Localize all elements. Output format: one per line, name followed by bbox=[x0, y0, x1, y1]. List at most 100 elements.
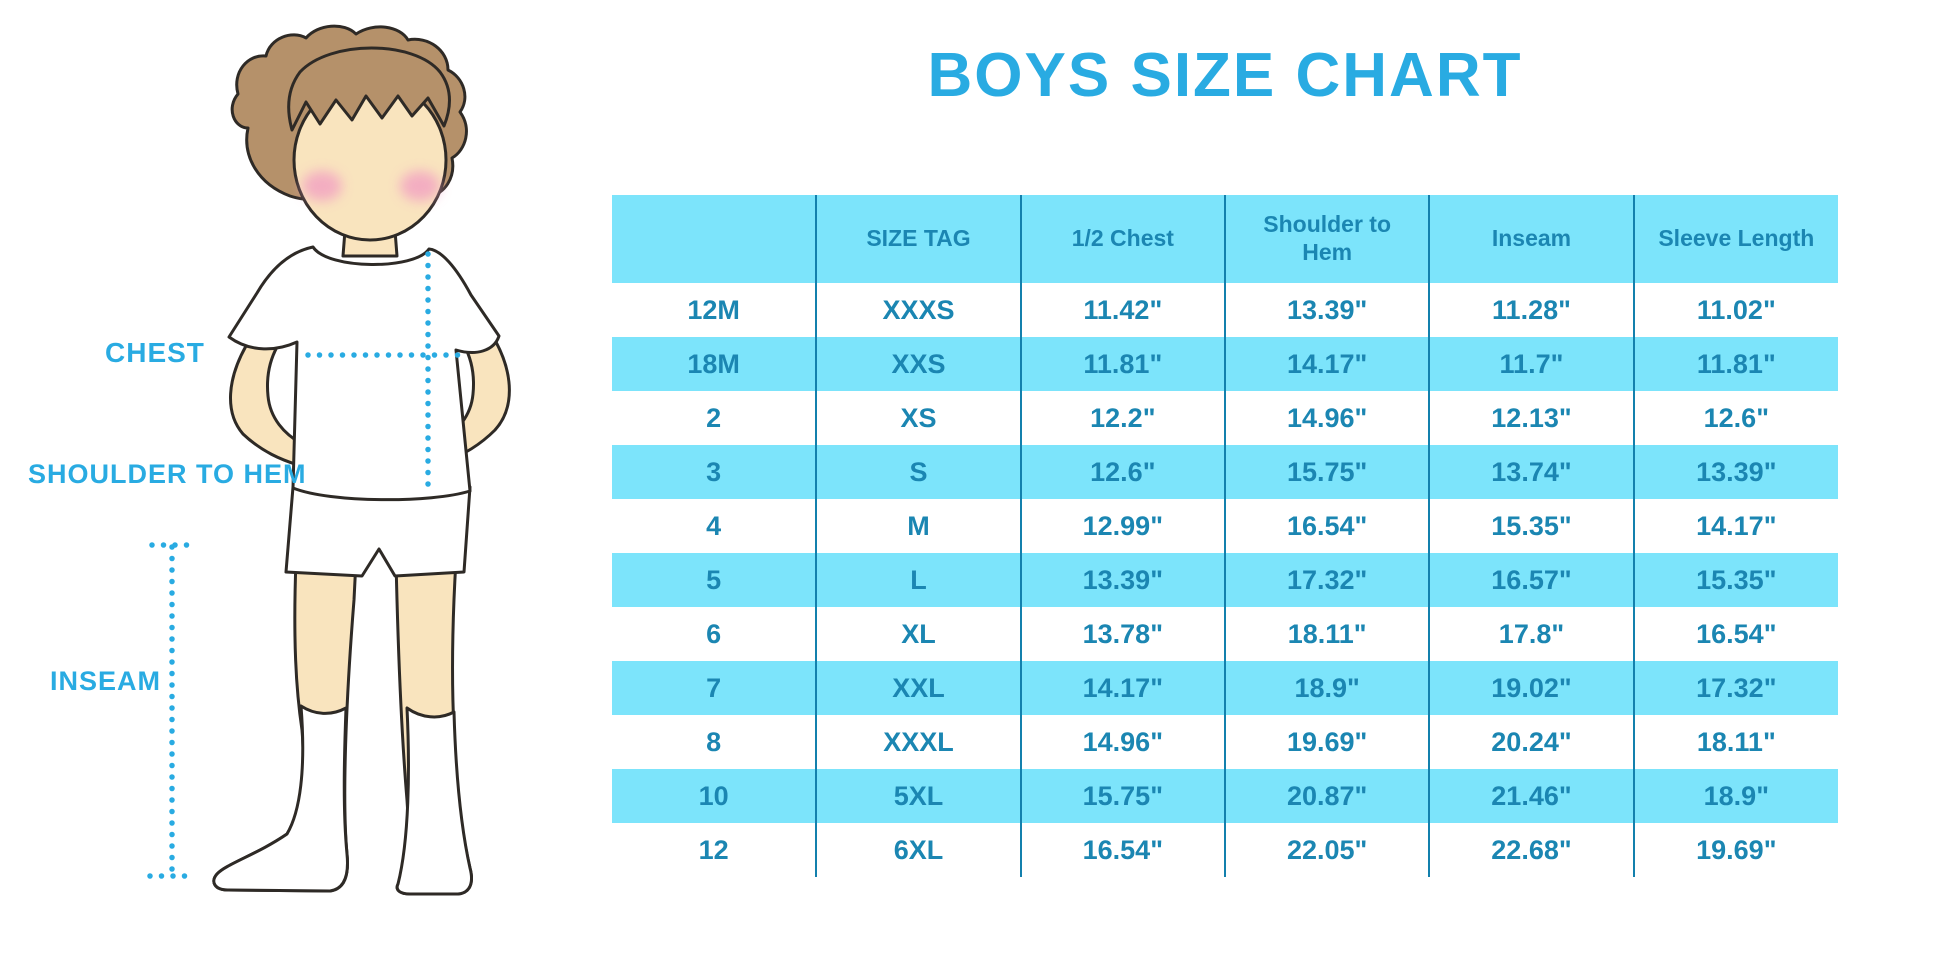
table-row: 4 M 12.99" 16.54" 15.35" 14.17" bbox=[612, 499, 1838, 553]
inseam-cell: 22.68" bbox=[1428, 823, 1634, 877]
sleeve-length-cell: 13.39" bbox=[1632, 445, 1838, 499]
size-cell: 8 bbox=[706, 726, 722, 757]
sleeve-length-cell: 12.6" bbox=[1632, 391, 1838, 445]
shoulder-hem-cell: 18.9" bbox=[1223, 661, 1430, 715]
table-row: 12 6XL 16.54" 22.05" 22.68" 19.69" bbox=[612, 823, 1838, 877]
shoulder-hem-cell: 20.87" bbox=[1223, 769, 1430, 823]
half-chest-cell: 12.6" bbox=[1019, 445, 1225, 499]
half-chest-cell: 14.96" bbox=[1019, 715, 1225, 769]
inseam-cell: 11.7" bbox=[1428, 337, 1634, 391]
shoulder-hem-cell: 13.39" bbox=[1223, 283, 1430, 337]
page-title: BOYS SIZE CHART bbox=[927, 41, 1523, 110]
chest-label: CHEST bbox=[105, 337, 205, 368]
inseam-label: INSEAM bbox=[50, 666, 162, 696]
shoulder-hem-cell: 17.32" bbox=[1223, 553, 1430, 607]
sleeve-length-cell: 11.02" bbox=[1632, 283, 1838, 337]
header-size bbox=[612, 195, 817, 283]
left-sock bbox=[212, 704, 349, 893]
sleeve-length-cell: 11.81" bbox=[1632, 337, 1838, 391]
right-leg bbox=[394, 558, 473, 896]
size-cell: 3 bbox=[612, 445, 817, 499]
size-tag-cell: XXL bbox=[815, 661, 1021, 715]
sleeve-length-cell: 15.35" bbox=[1632, 553, 1838, 607]
half-chest-cell: 11.42" bbox=[1019, 283, 1225, 337]
table-row: 7 XXL 14.17" 18.9" 19.02" 17.32" bbox=[612, 661, 1838, 715]
header-row: SIZE TAG 1/2 Chest Shoulder to Hem Insea… bbox=[612, 195, 1838, 283]
size-tag-cell: M bbox=[815, 499, 1021, 553]
sleeve-length-cell: 19.69" bbox=[1632, 823, 1838, 877]
size-tag-cell: XL bbox=[815, 607, 1021, 661]
inseam-cell: 19.02" bbox=[1428, 661, 1634, 715]
size-cell: 4 bbox=[706, 510, 722, 541]
size-cell: 12 bbox=[698, 834, 729, 865]
inseam-cell: 12.13" bbox=[1428, 391, 1634, 445]
table-row: 3 S 12.6" 15.75" 13.74" 13.39" bbox=[612, 445, 1838, 499]
half-chest-cell: 12.2" bbox=[1019, 391, 1225, 445]
half-chest-cell: 13.39" bbox=[1019, 553, 1225, 607]
left-leg bbox=[212, 558, 358, 893]
inseam-cell: 17.8" bbox=[1428, 607, 1634, 661]
shoulder-hem-cell: 15.75" bbox=[1223, 445, 1430, 499]
sleeve-length-cell: 17.32" bbox=[1632, 661, 1838, 715]
shoulder-hem-cell: 22.05" bbox=[1223, 823, 1430, 877]
inseam-cell: 16.57" bbox=[1428, 553, 1634, 607]
sleeve-length-cell: 16.54" bbox=[1632, 607, 1838, 661]
table-row: 8 XXXL 14.96" 19.69" 20.24" 18.11" bbox=[612, 715, 1838, 769]
table-row: 5 L 13.39" 17.32" 16.57" 15.35" bbox=[612, 553, 1838, 607]
shoulder-hem-cell: 19.69" bbox=[1223, 715, 1430, 769]
table-row: 12M XXXS 11.42" 13.39" 11.28" 11.02" bbox=[612, 283, 1838, 337]
sleeve-length-cell: 18.11" bbox=[1632, 715, 1838, 769]
size-cell: 12M bbox=[687, 294, 740, 325]
table-row: 2 XS 12.2" 14.96" 12.13" 12.6" bbox=[612, 391, 1838, 445]
left-arm bbox=[229, 344, 304, 467]
size-tag-cell: L bbox=[815, 553, 1021, 607]
half-chest-cell: 12.99" bbox=[1019, 499, 1225, 553]
table-row: 10 5XL 15.75" 20.87" 21.46" 18.9" bbox=[612, 769, 1838, 823]
right-blush bbox=[400, 171, 440, 201]
inseam-cell: 15.35" bbox=[1428, 499, 1634, 553]
head bbox=[230, 24, 468, 242]
table-row: 18M XXS 11.81" 14.17" 11.7" 11.81" bbox=[612, 337, 1838, 391]
half-chest-cell: 16.54" bbox=[1019, 823, 1225, 877]
shoulder-hem-cell: 16.54" bbox=[1223, 499, 1430, 553]
header-half-chest: 1/2 Chest bbox=[1019, 195, 1225, 283]
inseam-cell: 21.46" bbox=[1428, 769, 1634, 823]
inseam-cell: 11.28" bbox=[1428, 283, 1634, 337]
table-row: 6 XL 13.78" 18.11" 17.8" 16.54" bbox=[612, 607, 1838, 661]
size-tag-cell: XXXL bbox=[815, 715, 1021, 769]
header-inseam: Inseam bbox=[1428, 195, 1634, 283]
half-chest-cell: 13.78" bbox=[1019, 607, 1225, 661]
half-chest-cell: 15.75" bbox=[1019, 769, 1225, 823]
size-cell: 10 bbox=[612, 769, 817, 823]
size-cell: 2 bbox=[706, 402, 722, 433]
header-size-tag: SIZE TAG bbox=[815, 195, 1021, 283]
header-sleeve-length: Sleeve Length bbox=[1632, 195, 1838, 283]
size-cell: 7 bbox=[612, 661, 817, 715]
size-cell: 5 bbox=[612, 553, 817, 607]
size-table: SIZE TAG 1/2 Chest Shoulder to Hem Insea… bbox=[612, 195, 1838, 877]
shoulder-hem-cell: 18.11" bbox=[1223, 607, 1430, 661]
sleeve-length-cell: 18.9" bbox=[1632, 769, 1838, 823]
size-tag-cell: XXS bbox=[815, 337, 1021, 391]
inseam-cell: 13.74" bbox=[1428, 445, 1634, 499]
size-table-body: 12M XXXS 11.42" 13.39" 11.28" 11.02" 18M XXS 11.… bbox=[612, 283, 1838, 877]
measurement-lines bbox=[147, 251, 466, 879]
shoulder-hem-cell: 14.96" bbox=[1223, 391, 1430, 445]
boy-figure-illustration bbox=[147, 24, 511, 896]
shoulder-hem-cell: 14.17" bbox=[1223, 337, 1430, 391]
t-shirt bbox=[227, 245, 501, 502]
inseam-cell: 20.24" bbox=[1428, 715, 1634, 769]
shoulder-to-hem-label: SHOULDER TO HEM bbox=[28, 459, 307, 489]
size-tag-cell: S bbox=[815, 445, 1021, 499]
hair-fringe bbox=[287, 46, 451, 132]
size-table-header: SIZE TAG 1/2 Chest Shoulder to Hem Insea… bbox=[612, 195, 1838, 283]
sleeve-length-cell: 14.17" bbox=[1632, 499, 1838, 553]
size-tag-cell: 6XL bbox=[815, 823, 1021, 877]
left-blush bbox=[302, 171, 342, 201]
size-cell: 18M bbox=[612, 337, 817, 391]
size-cell: 6 bbox=[706, 618, 722, 649]
half-chest-cell: 14.17" bbox=[1019, 661, 1225, 715]
size-tag-cell: XXXS bbox=[815, 283, 1021, 337]
size-tag-cell: XS bbox=[815, 391, 1021, 445]
size-tag-cell: 5XL bbox=[815, 769, 1021, 823]
